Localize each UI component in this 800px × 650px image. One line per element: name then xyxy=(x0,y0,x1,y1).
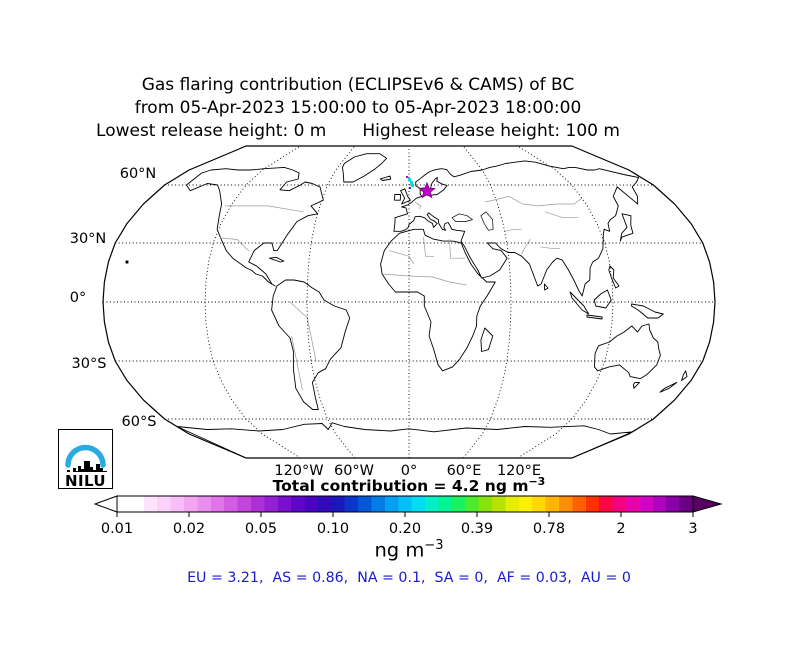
country-border xyxy=(414,201,422,210)
figure-title-block: Gas flaring contribution (ECLIPSEv6 & CA… xyxy=(55,74,661,143)
concentration-layer xyxy=(406,176,436,199)
release-heights-line: Lowest release height: 0 m Highest relea… xyxy=(55,120,661,143)
total-exponent: −3 xyxy=(528,475,546,488)
colorbar-tick-label: 0.78 xyxy=(533,521,565,537)
continent-outline xyxy=(271,279,351,410)
continent-outline xyxy=(586,314,603,320)
country-border xyxy=(382,273,467,286)
nilu-logo-text: NILU xyxy=(65,472,106,490)
continent-outline xyxy=(268,256,285,263)
country-border xyxy=(540,246,561,250)
colorbar-right-arrow xyxy=(692,495,723,513)
country-border xyxy=(423,237,434,257)
colorbar-tick-label: 0.02 xyxy=(173,521,205,537)
lon-label: 0° xyxy=(401,463,417,479)
title-line-2: from 05-Apr-2023 15:00:00 to 05-Apr-2023… xyxy=(134,98,582,118)
country-border xyxy=(219,237,250,252)
country-border xyxy=(449,239,466,259)
continent-outline xyxy=(593,289,612,309)
plume-pixel xyxy=(406,176,408,178)
region-contributions-line: EU = 3.21, AS = 0.86, NA = 0.1, SA = 0, … xyxy=(187,570,631,586)
country-border xyxy=(291,335,303,391)
skyline-building xyxy=(73,468,76,475)
skyline-building xyxy=(84,461,90,475)
skyline-building xyxy=(100,468,103,475)
country-border xyxy=(267,205,304,213)
continent-outline xyxy=(176,422,634,458)
country-border xyxy=(485,196,539,207)
continent-outline xyxy=(608,265,620,289)
continent-outline xyxy=(681,370,688,381)
colorbar-tick-label: 3 xyxy=(688,521,697,537)
nilu-logo-arc-icon xyxy=(65,444,106,468)
lat-label: 60°N xyxy=(120,166,157,182)
hotspot-star-marker xyxy=(418,181,436,199)
continent-outline xyxy=(593,323,661,380)
country-border xyxy=(389,250,415,265)
colorbar-tick-label: 0.10 xyxy=(317,521,349,537)
highest-release-height-label: Highest release height: 100 m xyxy=(362,121,620,141)
continent-outline xyxy=(631,303,664,319)
unit-exponent: −3 xyxy=(424,538,444,553)
continent-outline xyxy=(393,160,640,297)
graticule-layer xyxy=(103,145,715,459)
continent-outline xyxy=(400,188,411,205)
skyline-building xyxy=(90,467,93,475)
meridian-line xyxy=(204,145,301,459)
graticule-labels: 60°N 30°N 0° 30°S 60°S 120°W 60°W 0° 60°E 120°E xyxy=(70,166,541,479)
continent-outline xyxy=(480,327,494,352)
country-border xyxy=(289,301,317,362)
continent-outline xyxy=(379,175,392,181)
country-border xyxy=(544,211,579,219)
island-dot xyxy=(125,260,129,264)
continent-outline xyxy=(543,283,549,291)
lat-label: 60°S xyxy=(122,414,157,430)
continent-outline xyxy=(633,381,640,389)
plume-pixel xyxy=(408,178,411,181)
plume-pixel xyxy=(410,181,413,184)
skyline-building xyxy=(78,466,81,475)
title-line-1: Gas flaring contribution (ECLIPSEv6 & CA… xyxy=(141,75,575,95)
lat-label: 30°N xyxy=(70,231,107,247)
colorbar: 0.01 0.02 0.05 0.10 0.20 0.39 0.78 2 3 xyxy=(93,495,723,537)
colorbar-gradient-bar xyxy=(116,495,694,513)
lat-label: 30°S xyxy=(72,356,107,372)
lon-label: 60°E xyxy=(447,463,482,479)
nilu-logo-graphic xyxy=(65,444,107,475)
country-border xyxy=(521,238,531,255)
lon-label: 120°E xyxy=(497,463,541,479)
continent-outline xyxy=(659,381,678,393)
colorbar-left-arrow xyxy=(93,495,118,513)
skyline-building xyxy=(96,464,100,475)
sea-outline xyxy=(451,213,473,222)
continent-outline xyxy=(569,291,590,315)
continent-outline xyxy=(619,213,634,242)
nilu-logo: NILU xyxy=(58,429,113,490)
continent-outline xyxy=(342,153,388,183)
colorbar-tick-label: 0.20 xyxy=(389,521,421,537)
country-border xyxy=(504,228,522,232)
lowest-release-height-label: Lowest release height: 0 m xyxy=(96,121,327,141)
total-contribution-label: Total contribution = 4.2 ng m−3 xyxy=(272,475,546,496)
map-boundary xyxy=(102,145,716,459)
continent-outline xyxy=(185,166,324,287)
plume-pixel xyxy=(411,184,414,187)
continent-outline xyxy=(394,194,401,201)
lat-label: 0° xyxy=(70,290,86,306)
colorbar-tick-label: 0.05 xyxy=(245,521,277,537)
continents-layer xyxy=(125,153,688,458)
colorbar-tick-label: 2 xyxy=(616,521,625,537)
colorbar-tick-label: 0.39 xyxy=(461,521,493,537)
colorbar-unit-label: ng m−3 xyxy=(374,538,444,562)
lon-label: 60°W xyxy=(334,463,374,479)
colorbar-tick-label: 0.01 xyxy=(101,521,133,537)
meridian-line xyxy=(517,145,614,459)
plume-pixel xyxy=(409,187,411,189)
country-border xyxy=(538,198,583,207)
sea-outline xyxy=(480,211,494,231)
lon-label: 120°W xyxy=(274,463,323,479)
